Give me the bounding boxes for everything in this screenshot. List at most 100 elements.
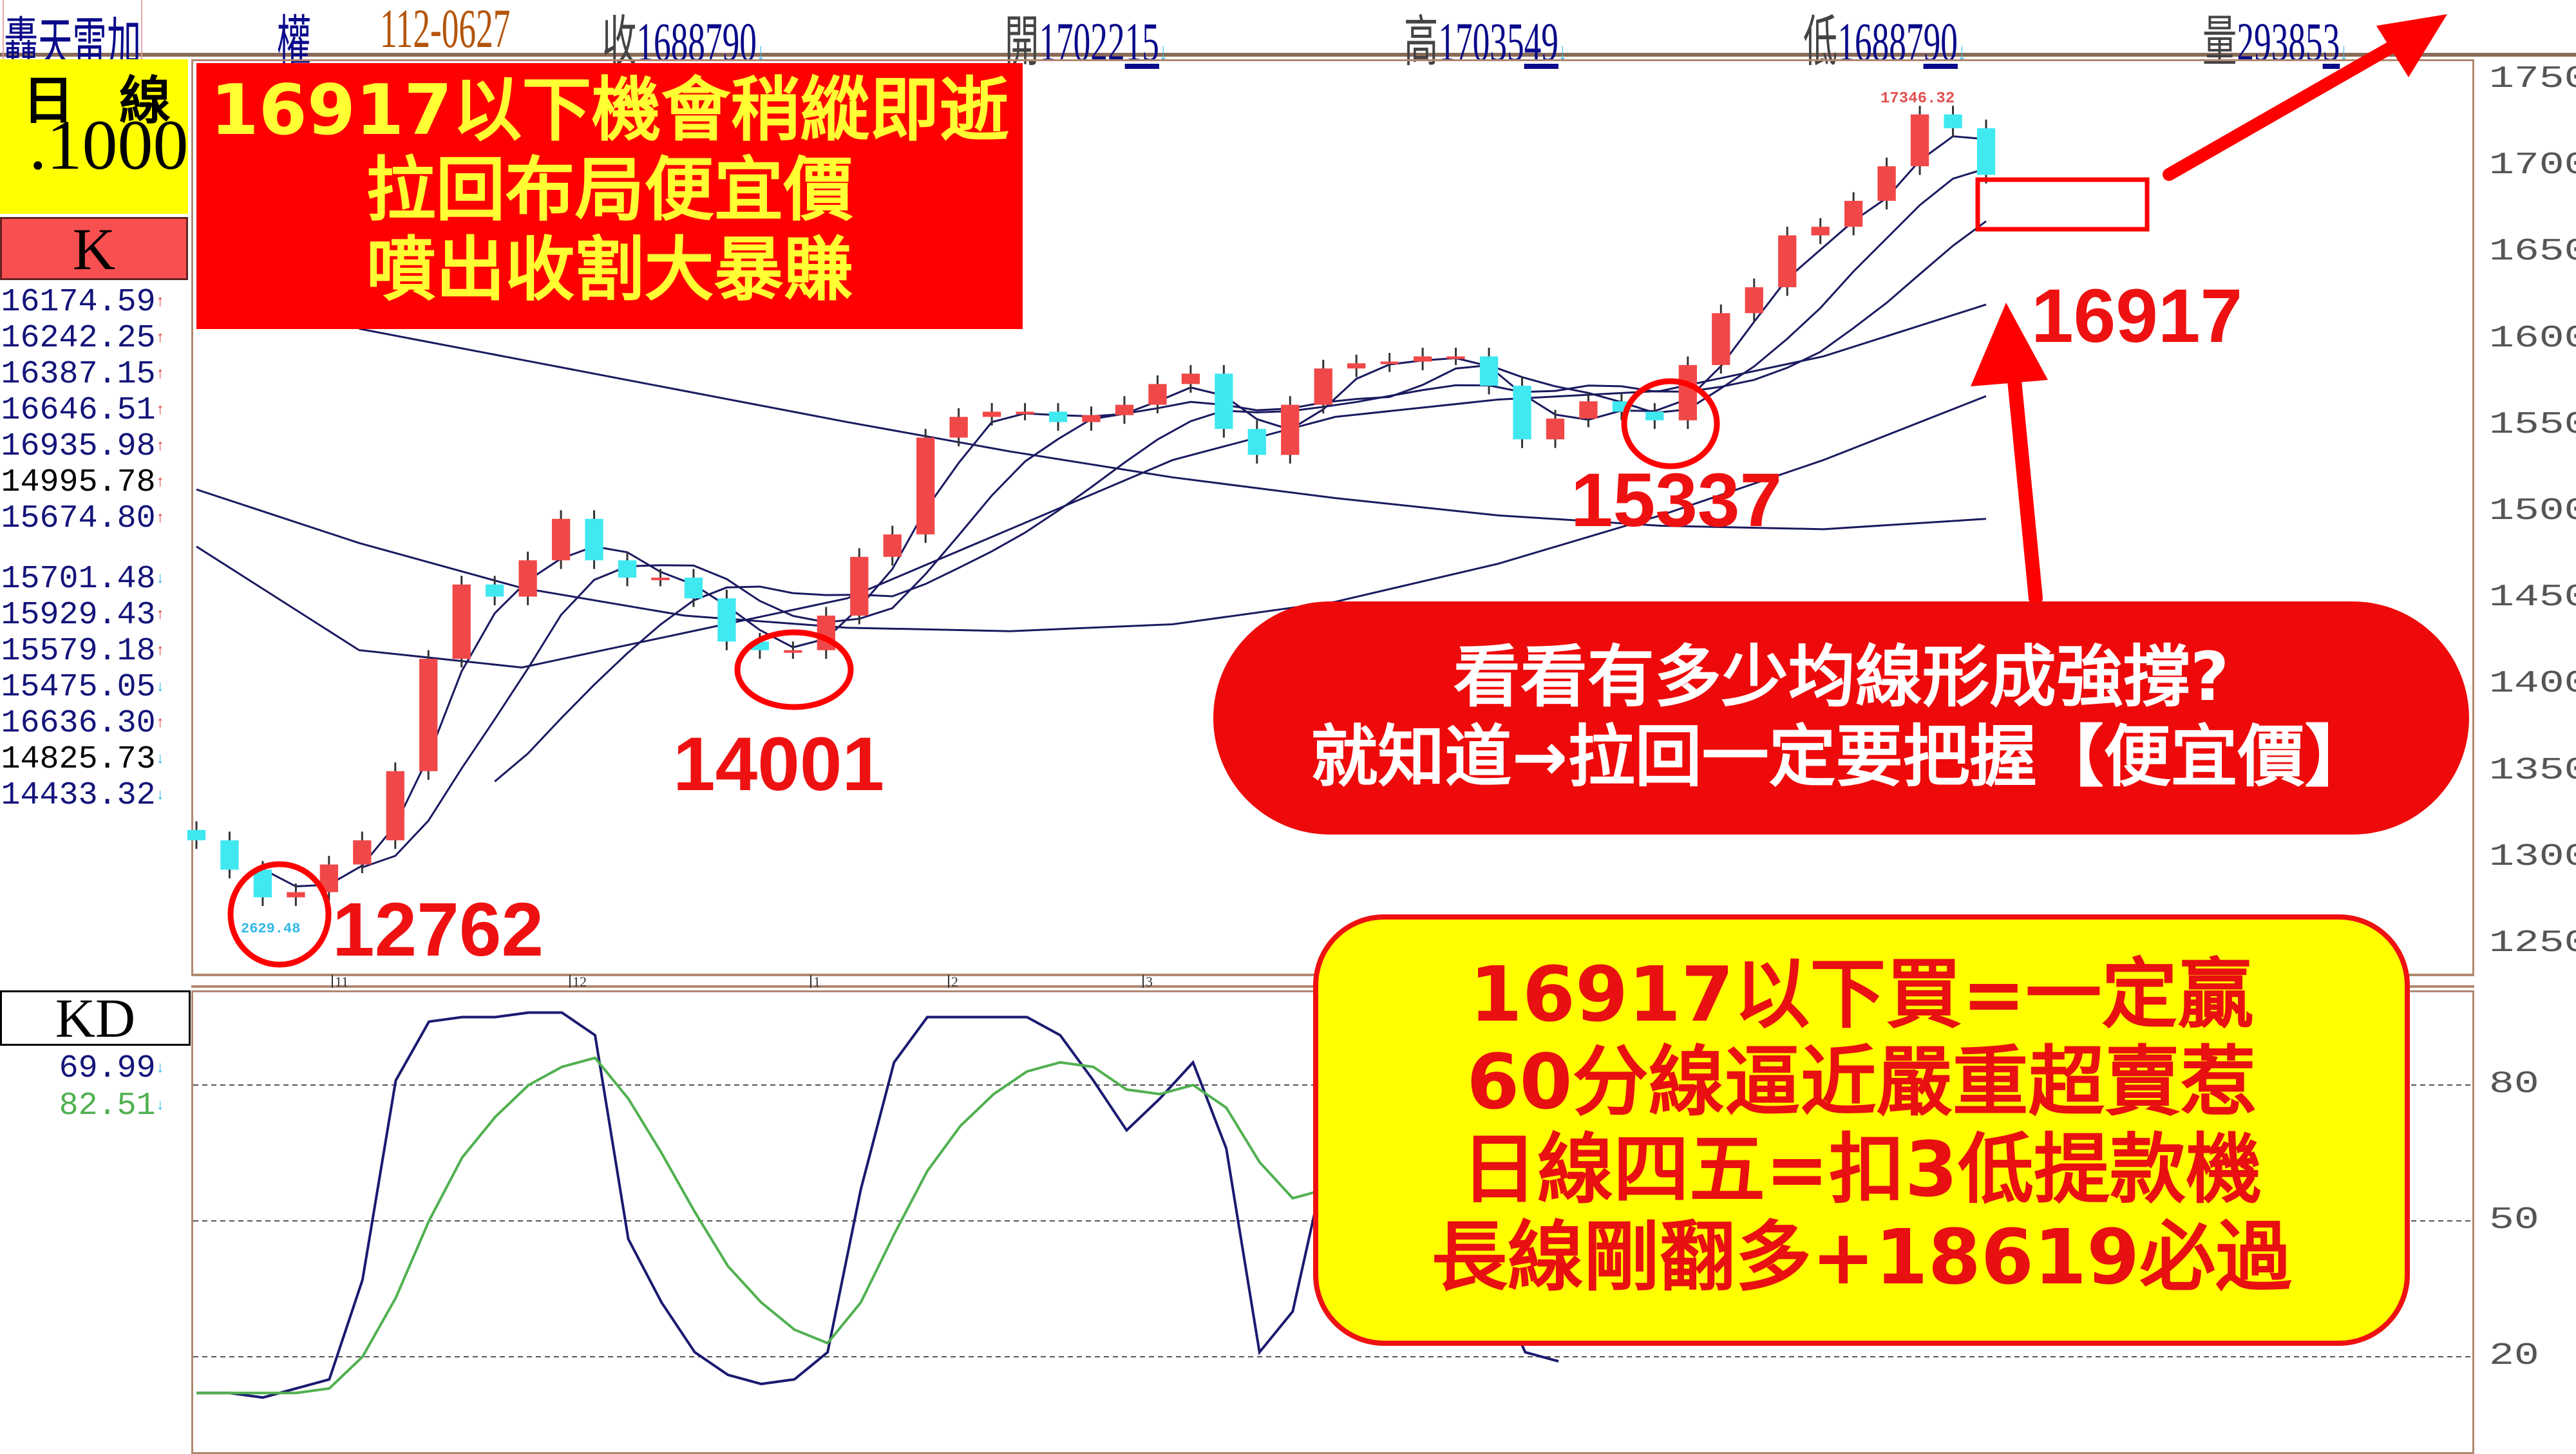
up-arrow-icon: ↑ [155,402,165,419]
callout-line: 看看有多少均線形成強撐? [1453,637,2230,716]
callout-line: 長線剛翻多+18619必過 [1431,1213,2292,1301]
candle-body [253,869,272,898]
candle-body [1678,364,1697,420]
candle-body [1215,373,1233,430]
candle-body [1745,287,1763,314]
candle-body [1546,419,1565,440]
candle-body [1247,429,1266,455]
candle-body [949,417,968,438]
volume-value: 29385 [2237,11,2323,73]
low-label-12762: 12762 [332,887,544,972]
down-arrow-icon: ↓ [155,571,165,588]
price-tick-label: 14000 [2489,666,2576,702]
down-arrow-icon: ↓ [1957,37,1966,66]
price-tick-label: 16000 [2489,321,2576,356]
candle-body [1479,356,1499,386]
period-box[interactable]: 日 線 .1000 [0,59,189,214]
ma-value-text: 16387.15 [1,356,156,393]
ma-value-text: 15929.43 [1,597,156,634]
price-tick-label: 13500 [2489,753,2576,788]
down-arrow-icon: ↓ [155,1097,165,1115]
ma-value-text: 15579.18 [1,633,156,670]
arrow-up-icon [2005,354,2043,605]
ma-value-text: 16242.25 [1,320,156,357]
k-chart-tab[interactable]: K [0,217,188,280]
ma-value-text: 15475.05 [1,669,156,706]
ma-value: 15674.80↑ [0,501,165,537]
ma-value-text: 15674.80 [1,500,156,537]
candle-body [916,437,935,534]
candle-body [883,534,902,557]
candle-body [982,411,1001,417]
kd-tab[interactable]: KD [0,990,191,1046]
callout-line: 就知道→拉回一定要把握【便宜價】 [1311,717,2372,796]
kd-tick-label: 50 [2489,1203,2539,1238]
high-value: 17035 [1438,11,1524,73]
candle-body [1910,114,1929,167]
callout-line: 60分線逼近嚴重超賣惹 [1466,1037,2257,1126]
candle-body [220,840,239,870]
month-tick-label: 11 [335,974,348,990]
candle-body [1944,114,1962,129]
month-tick-label: 12 [573,974,587,990]
volume-decimal: 3 [2322,11,2340,73]
open-decimal: 15 [1124,11,1159,73]
price-tick-label: 14500 [2489,580,2576,616]
kd-tick-label: 20 [2489,1338,2539,1374]
buy-callout: 16917以下買=一定贏 60分線逼近嚴重超賣惹 日線四五=扣3低提款機 長線剛… [1313,914,2410,1346]
candle-body [353,840,372,865]
up-arrow-icon: ↑ [155,607,165,624]
target-zone-box [1975,177,2150,232]
callout-line: 16917以下機會稍縱即逝 [210,70,1009,151]
close-value: 16887 [636,11,723,73]
ma-value: 16387.15↑ [0,357,165,393]
callout-line: 拉回布局便宜價 [366,150,853,231]
high-label: 高 [1404,11,1439,73]
low-label-15337: 15337 [1571,458,1783,543]
price-tick-label: 15500 [2489,407,2576,442]
candle-body [618,560,637,578]
support-label-16917: 16917 [2031,274,2243,359]
candle-body [1148,384,1167,405]
candle-body [1181,373,1200,384]
price-tick-label: 15000 [2489,494,2576,529]
high-price-mark: 17346.32 [1880,90,1955,108]
close-label: 收 [602,11,637,73]
index-label: 權 [277,11,312,73]
price-tick-label: 16500 [2489,234,2576,270]
high-decimal: 49 [1524,11,1558,73]
up-arrow-icon: ↑ [155,330,165,347]
ma-value-text: 16935.98 [1,428,156,465]
candle-body [1778,235,1797,288]
month-tick-label: 3 [1146,974,1153,990]
candle-body [518,560,537,597]
callout-line: 噴出收割大暴賺 [366,230,853,310]
ma-value: 15475.05↓ [0,670,165,706]
ma-value-text: 16174.59 [1,284,156,321]
down-arrow-icon: ↓ [155,787,165,804]
ma-value-text: 14825.73 [1,741,156,778]
ma-value: 14825.73↓ [0,742,165,778]
d-value-text: 82.51 [59,1088,156,1124]
ma-value-text: 14995.78 [1,464,156,501]
ma-value-text: 16646.51 [1,392,156,429]
candle-body [1844,200,1863,227]
arrow-up-right-icon [2163,31,2415,181]
ma-value: 15929.43↑ [0,598,165,634]
moving-average-line [494,220,1987,782]
candle-body [1413,356,1432,362]
candle-body [1712,313,1730,365]
k-value-text: 69.99 [59,1050,156,1087]
candle-body [684,577,703,599]
candle-body [1082,415,1101,422]
candle-body [287,892,305,898]
ma-value: 14995.78↑ [0,465,165,501]
candle-body [585,518,603,561]
ma-value: 15579.18↑ [0,634,165,670]
ma-value: 16646.51↑ [0,393,165,429]
down-arrow-icon: ↓ [155,1060,165,1077]
up-arrow-icon: ↑ [155,366,165,383]
up-arrow-icon: ↑ [155,294,165,311]
low-circle [227,861,332,968]
